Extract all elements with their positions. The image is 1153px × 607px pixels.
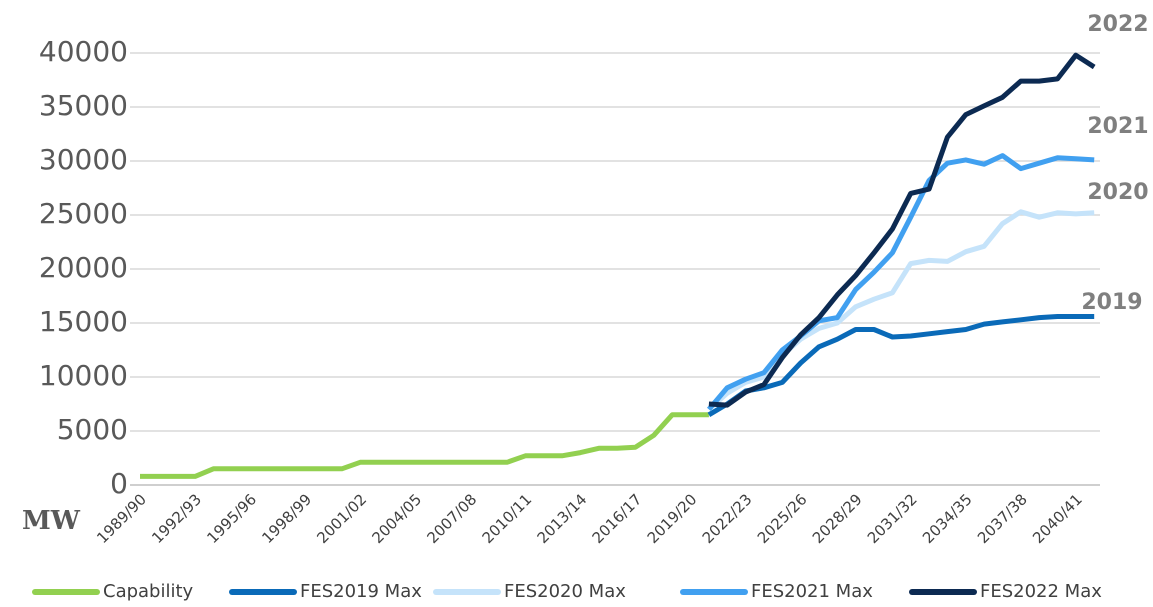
x-tick-label: 2037/38 (974, 490, 1031, 547)
legend-label: FES2019 Max (300, 581, 422, 602)
legend-label: Capability (103, 581, 194, 602)
x-tick-label: 2019/20 (644, 490, 701, 547)
y-tick-label: 0 (110, 467, 128, 500)
x-tick-label: 1995/96 (203, 490, 260, 547)
y-tick-label: 35000 (39, 89, 128, 122)
x-tick-label: 2016/17 (589, 490, 646, 547)
series-line (707, 314, 1095, 417)
x-tick-label: 2004/05 (368, 490, 425, 547)
x-tick-label: 2022/23 (699, 490, 756, 547)
y-tick-label: 5000 (57, 413, 128, 446)
annotation: 2021 (1087, 114, 1148, 139)
x-tick-label: 2031/32 (864, 490, 921, 547)
x-tick-label: 2007/08 (424, 490, 481, 547)
annotation: 2020 (1087, 180, 1148, 205)
y-tick-label: 25000 (39, 197, 128, 230)
y-tick-label: 15000 (39, 305, 128, 338)
x-tick-label: 2013/14 (534, 490, 591, 547)
x-tick-label: 2001/02 (313, 490, 370, 547)
legend-label: FES2020 Max (504, 581, 626, 602)
annotation: 2022 (1087, 12, 1148, 37)
series-line (708, 52, 1096, 408)
y-axis-label: MW (22, 506, 81, 536)
y-tick-label: 40000 (39, 35, 128, 68)
series-line (706, 153, 1095, 412)
x-tick-label: 1998/99 (258, 490, 315, 547)
x-tick-label: 2028/29 (809, 490, 866, 547)
x-tick-label: 2010/11 (479, 490, 536, 547)
y-tick-label: 10000 (39, 359, 128, 392)
series-line (707, 209, 1095, 412)
legend-label: FES2021 Max (751, 581, 873, 602)
y-tick-label: 20000 (39, 251, 128, 284)
x-tick-label: 2025/26 (754, 490, 811, 547)
y-tick-label: 30000 (39, 143, 128, 176)
series-line (140, 412, 709, 479)
x-tick-label: 2034/35 (919, 490, 976, 547)
annotation: 2019 (1081, 290, 1142, 315)
legend-label: FES2022 Max (980, 581, 1102, 602)
x-tick-label: 1992/93 (148, 490, 205, 547)
x-tick-label: 2040/41 (1029, 490, 1086, 547)
